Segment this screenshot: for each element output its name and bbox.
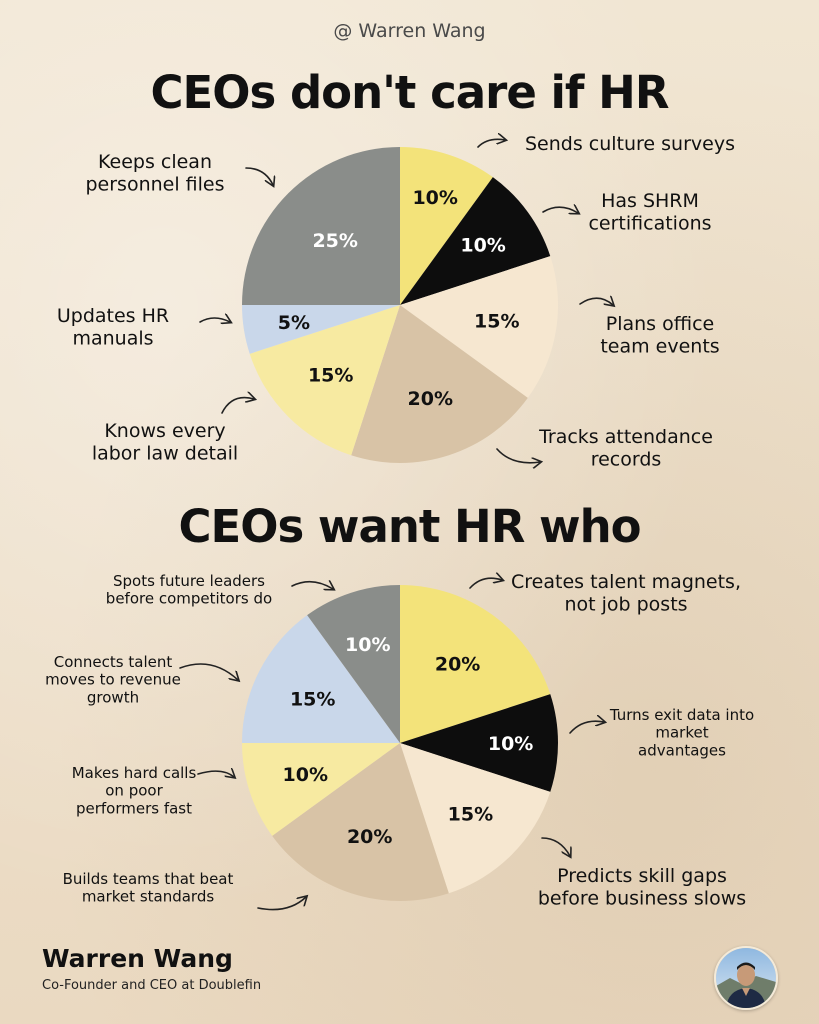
pie-slice <box>351 305 528 464</box>
pie-slice <box>400 177 551 305</box>
slice-label: Predicts skill gaps before business slows <box>538 865 746 909</box>
slice-percent-label: 15% <box>308 364 353 386</box>
slice-percent-label: 10% <box>283 764 328 786</box>
slice-label: Turns exit data into market advantages <box>609 706 754 759</box>
slice-percent-label: 20% <box>408 388 453 410</box>
author-name: Warren Wang <box>42 944 233 973</box>
slice-label: Builds teams that beat market standards <box>63 870 234 906</box>
slice-percent-label: 5% <box>278 312 310 334</box>
slice-percent-label: 25% <box>312 230 357 252</box>
pie-slice <box>307 585 400 743</box>
slice-label: Knows every labor law detail <box>92 420 238 464</box>
chart-2-title: CEOs want HR who <box>178 500 641 553</box>
chart-1-title: CEOs don't care if HR <box>150 66 670 119</box>
pie-slice <box>242 615 400 743</box>
pie-slice <box>242 743 400 836</box>
label-arrow <box>477 139 505 148</box>
slice-percent-label: 10% <box>460 235 505 257</box>
pie-slice <box>272 743 449 902</box>
label-arrow <box>541 837 570 856</box>
slice-label: Plans office team events <box>600 313 719 357</box>
slice-label: Connects talent moves to revenue growth <box>45 653 181 706</box>
pie-slice <box>400 694 559 792</box>
pie-chart-1: 10% 10% 15% 20% 15% 5% 25% Sends culture survey… <box>57 133 735 470</box>
slice-label: Updates HR manuals <box>57 305 169 349</box>
label-arrow <box>291 582 333 589</box>
author-handle: @ Warren Wang <box>333 20 486 42</box>
pie-slice <box>400 256 558 398</box>
pie-slice <box>400 743 551 894</box>
pie-slice <box>400 147 493 305</box>
label-arrow <box>579 298 613 305</box>
slice-percent-label: 10% <box>412 187 457 209</box>
slice-label: Creates talent magnets, not job posts <box>511 571 741 615</box>
slice-percent-label: 15% <box>448 803 493 825</box>
label-arrow <box>496 448 540 463</box>
avatar <box>714 946 778 1010</box>
pie-slice <box>400 585 551 743</box>
slice-label: Sends culture surveys <box>525 133 735 155</box>
avatar-photo <box>716 948 776 1008</box>
pie-slice <box>242 147 400 305</box>
label-arrow <box>569 721 604 734</box>
pie-slice <box>249 305 400 456</box>
label-arrow <box>179 663 238 680</box>
slice-label: Tracks attendance records <box>538 426 713 470</box>
slice-percent-label: 10% <box>345 634 390 656</box>
slice-percent-label: 15% <box>474 310 519 332</box>
label-arrow <box>221 398 254 414</box>
slice-label: Makes hard calls on poor performers fast <box>72 764 197 817</box>
slice-percent-label: 15% <box>290 689 335 711</box>
slice-percent-label: 10% <box>488 733 533 755</box>
label-arrow <box>257 897 306 911</box>
pie-slice <box>242 305 400 354</box>
slice-label: Keeps clean personnel files <box>85 151 224 195</box>
label-arrow <box>469 578 502 589</box>
pie-chart-2: 20% 10% 15% 20% 10% 15% 10% Creates talent magn… <box>45 571 754 911</box>
author-role: Co-Founder and CEO at Doublefin <box>42 978 262 993</box>
slice-percent-label: 20% <box>435 654 480 676</box>
slice-percent-label: 20% <box>347 826 392 848</box>
slice-label: Spots future leaders before competitors d… <box>106 572 272 608</box>
label-arrow <box>199 318 230 322</box>
label-arrow <box>245 167 273 185</box>
label-arrow <box>197 771 234 777</box>
label-arrow <box>542 207 578 213</box>
slice-label: Has SHRM certifications <box>588 190 711 234</box>
